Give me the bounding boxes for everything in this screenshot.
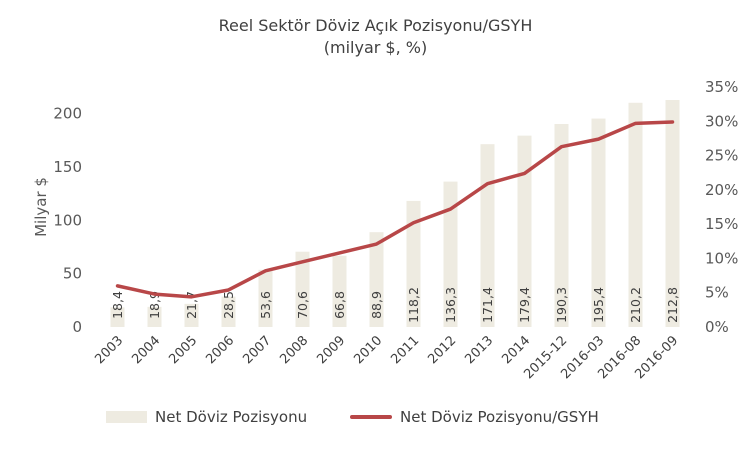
legend-label-bars: Net Döviz Pozisyonu xyxy=(155,408,308,426)
data-label-2006: 28,5 xyxy=(221,291,236,319)
data-label-2011: 118,2 xyxy=(406,287,421,323)
x-tick-label: 2013 xyxy=(462,333,496,367)
y-tick-label: 100 xyxy=(53,211,82,229)
x-tick-label: 2011 xyxy=(388,333,422,367)
data-label-2009: 66,8 xyxy=(332,291,347,319)
bar-2012 xyxy=(443,181,458,327)
bar-2007 xyxy=(258,269,273,327)
chart-title: Reel Sektör Döviz Açık Pozisyonu/GSYH xyxy=(218,16,533,35)
y-axis-label: Milyar $ xyxy=(32,177,50,237)
y2-tick-label: 25% xyxy=(705,147,738,165)
legend-item-line: Net Döviz Pozisyonu/GSYH xyxy=(350,408,599,426)
bar-2015-12 xyxy=(554,124,569,327)
x-tick-label: 2009 xyxy=(314,333,348,367)
data-label-2012: 136,3 xyxy=(443,287,458,323)
legend-item-bars: Net Döviz Pozisyonu xyxy=(106,408,307,426)
bar-2003 xyxy=(110,307,125,327)
bar-2005 xyxy=(184,303,199,327)
legend-swatch-bar xyxy=(106,411,147,423)
data-label-2013: 171,4 xyxy=(480,287,495,323)
data-label-2015-12: 190,3 xyxy=(554,287,569,323)
legend-label-line: Net Döviz Pozisyonu/GSYH xyxy=(400,408,599,426)
bar-2009 xyxy=(332,255,347,327)
y2-tick-label: 20% xyxy=(705,181,738,199)
y-tick-label: 200 xyxy=(53,105,82,123)
bar-2010 xyxy=(369,232,384,327)
y-tick-label: 0 xyxy=(72,318,82,336)
chart-subtitle: (milyar $, %) xyxy=(323,38,428,57)
bar-2016-09 xyxy=(665,100,680,327)
y2-tick-label: 35% xyxy=(705,78,738,96)
data-label-2008: 70,6 xyxy=(295,291,310,319)
x-tick-label: 2005 xyxy=(166,333,200,367)
x-tick-label: 2012 xyxy=(425,333,459,367)
line-series xyxy=(115,120,675,299)
bar-2011 xyxy=(406,200,421,327)
bar-2014 xyxy=(517,135,532,327)
data-label-2010: 88,9 xyxy=(369,291,384,319)
data-label-2003: 18,4 xyxy=(110,291,125,319)
bar-2013 xyxy=(480,144,495,327)
x-tick-label: 2006 xyxy=(203,333,237,367)
data-label-2014: 179,4 xyxy=(517,287,532,323)
y2-tick-label: 30% xyxy=(705,112,738,130)
data-label-2007: 53,6 xyxy=(258,291,273,319)
x-tick-label: 2008 xyxy=(277,333,311,367)
bar-2008 xyxy=(295,251,310,327)
x-tick-label: 2003 xyxy=(92,333,126,367)
data-label-2004: 18,9 xyxy=(147,291,162,319)
bar-2004 xyxy=(147,306,162,327)
data-label-2016-03: 195,4 xyxy=(591,287,606,323)
y2-tick-label: 10% xyxy=(705,249,738,267)
data-label-2016-08: 210,2 xyxy=(628,287,643,323)
x-tick-label: 2014 xyxy=(499,333,533,367)
y-tick-label: 150 xyxy=(53,158,82,176)
bar-2016-08 xyxy=(628,102,643,327)
y-tick-label: 50 xyxy=(63,265,82,283)
x-tick-label: 2004 xyxy=(129,333,163,367)
bar-2006 xyxy=(221,296,236,327)
data-label-2016-09: 212,8 xyxy=(665,287,680,323)
bar-2016-03 xyxy=(591,118,606,327)
y2-tick-label: 0% xyxy=(705,318,729,336)
x-tick-label: 2010 xyxy=(351,333,385,367)
y2-tick-label: 5% xyxy=(705,284,729,302)
y2-tick-label: 15% xyxy=(705,215,738,233)
legend-swatch-line xyxy=(350,415,392,419)
x-tick-label: 2007 xyxy=(240,333,274,367)
